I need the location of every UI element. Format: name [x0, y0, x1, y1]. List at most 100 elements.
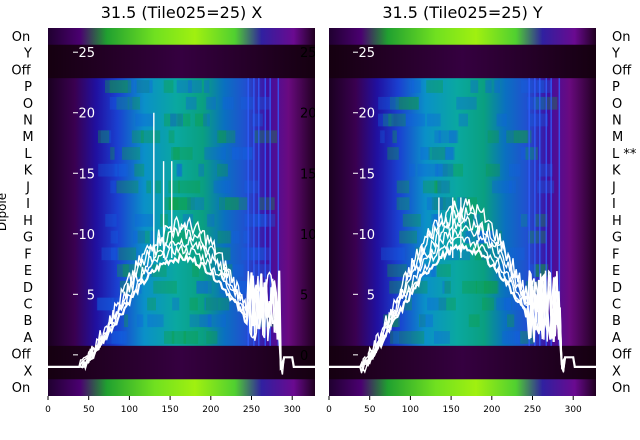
heatmap-cell — [153, 247, 162, 261]
heatmap-cell — [110, 180, 116, 194]
overlay-curves — [48, 112, 315, 375]
row-label: N — [23, 114, 33, 129]
heatmap-cell — [192, 264, 199, 277]
heatmap-streak — [528, 78, 530, 346]
overlay-tick-label: 10 — [78, 228, 95, 243]
heatmap-cell — [101, 247, 117, 261]
heatmap-cell — [434, 331, 450, 344]
row-label: J — [25, 180, 30, 195]
row-label: I — [26, 197, 30, 212]
heatmap-cell — [399, 230, 418, 244]
heatmap-cell — [104, 80, 128, 93]
heatmap-cell — [458, 113, 468, 127]
x-tick-label: 0 — [326, 405, 332, 415]
row-label: On — [12, 30, 30, 45]
heatmap-cell — [382, 113, 392, 127]
heatmap-cell — [117, 264, 129, 277]
x-tick-label: 300 — [284, 405, 301, 415]
heatmap-cell — [178, 180, 201, 194]
heatmap-cell — [189, 297, 198, 311]
x-tick-label: 200 — [202, 405, 219, 415]
heatmap-cell — [252, 113, 263, 127]
heatmap-cell — [176, 80, 192, 93]
heatmap-cell — [388, 113, 406, 127]
overlay-tick-label: 5 — [87, 288, 95, 303]
heatmap-cell — [217, 163, 228, 177]
heatmap-streak — [269, 78, 271, 346]
heatmap-row — [329, 28, 596, 46]
heatmap-cell — [203, 80, 210, 93]
heatmap-cell — [426, 113, 441, 127]
heatmap-cell — [147, 314, 164, 328]
heatmap-cell — [147, 297, 156, 311]
heatmap-cell — [431, 264, 437, 277]
heatmap-cell — [404, 297, 412, 311]
heatmap-cell — [176, 247, 186, 261]
heatmap-cell — [206, 331, 218, 344]
heatmap-cell — [438, 130, 457, 144]
heatmap-cell — [457, 197, 467, 210]
heatmap-cell — [140, 130, 161, 144]
heatmap-cell — [218, 130, 236, 144]
heatmap-cell — [168, 130, 175, 144]
heatmap-cell — [120, 331, 128, 344]
x-tick-label: 100 — [121, 405, 138, 415]
heatmap-cell — [127, 96, 141, 110]
overlay-tick-label: 5 — [300, 288, 308, 303]
row-label: A — [612, 331, 621, 346]
overlay-tick-label: 25 — [78, 46, 95, 61]
y-axis-label: Dipole — [0, 193, 9, 231]
heatmap-row — [48, 262, 315, 280]
heatmap-streak — [264, 78, 267, 346]
heatmap-cell — [467, 214, 473, 227]
heatmap-cell — [172, 297, 180, 311]
heatmap-cell — [521, 147, 532, 160]
heatmap-cell — [422, 180, 438, 194]
heatmap-cell — [529, 113, 548, 127]
heatmap-cell — [216, 130, 227, 144]
heatmap-cell — [131, 130, 144, 144]
overlay-curves — [329, 197, 596, 374]
heatmap-cell — [258, 197, 275, 210]
heatmap-cell — [164, 331, 175, 344]
overlay-tick-label: 25 — [358, 46, 375, 61]
heatmap-cell — [204, 297, 219, 311]
heatmap-row — [329, 379, 596, 396]
heatmap-cell — [203, 113, 210, 127]
heatmap-row — [329, 128, 596, 146]
heatmap — [48, 28, 315, 396]
heatmap-cell — [153, 280, 177, 294]
row-label: E — [612, 264, 620, 279]
overlay-tick-label: 20 — [358, 107, 375, 122]
heatmap-cell — [163, 80, 174, 93]
heatmap-cell — [483, 280, 499, 294]
heatmap-cell — [528, 264, 534, 277]
overlay-tick-label: 5 — [367, 288, 375, 303]
row-label: H — [23, 214, 33, 229]
heatmap-cell — [528, 230, 547, 244]
heatmap-cell — [396, 180, 410, 194]
heatmap-cell — [509, 247, 525, 261]
heatmap-cell — [534, 214, 548, 227]
heatmap-cell — [146, 180, 151, 194]
heatmap-cell — [389, 96, 410, 110]
heatmap-cell — [514, 331, 520, 344]
heatmap-streak — [550, 78, 552, 346]
heatmap-cell — [433, 197, 446, 210]
heatmap-cell — [155, 180, 161, 194]
heatmap-cell — [393, 331, 399, 344]
heatmap-cell — [408, 96, 419, 110]
heatmap-cell — [436, 264, 451, 277]
heatmap-cell — [97, 130, 110, 144]
overlay-tick-label: 0 — [367, 349, 375, 364]
heatmap-cell — [392, 130, 397, 144]
heatmap-cell — [390, 331, 411, 344]
overlay-tick-label: 20 — [300, 107, 317, 122]
heatmap-cell — [481, 247, 491, 261]
heatmap-cell — [222, 96, 234, 110]
heatmap-cell — [116, 180, 139, 194]
row-label: M — [22, 130, 33, 145]
overlay-tick-label: 10 — [358, 228, 375, 243]
row-label: D — [23, 281, 33, 296]
